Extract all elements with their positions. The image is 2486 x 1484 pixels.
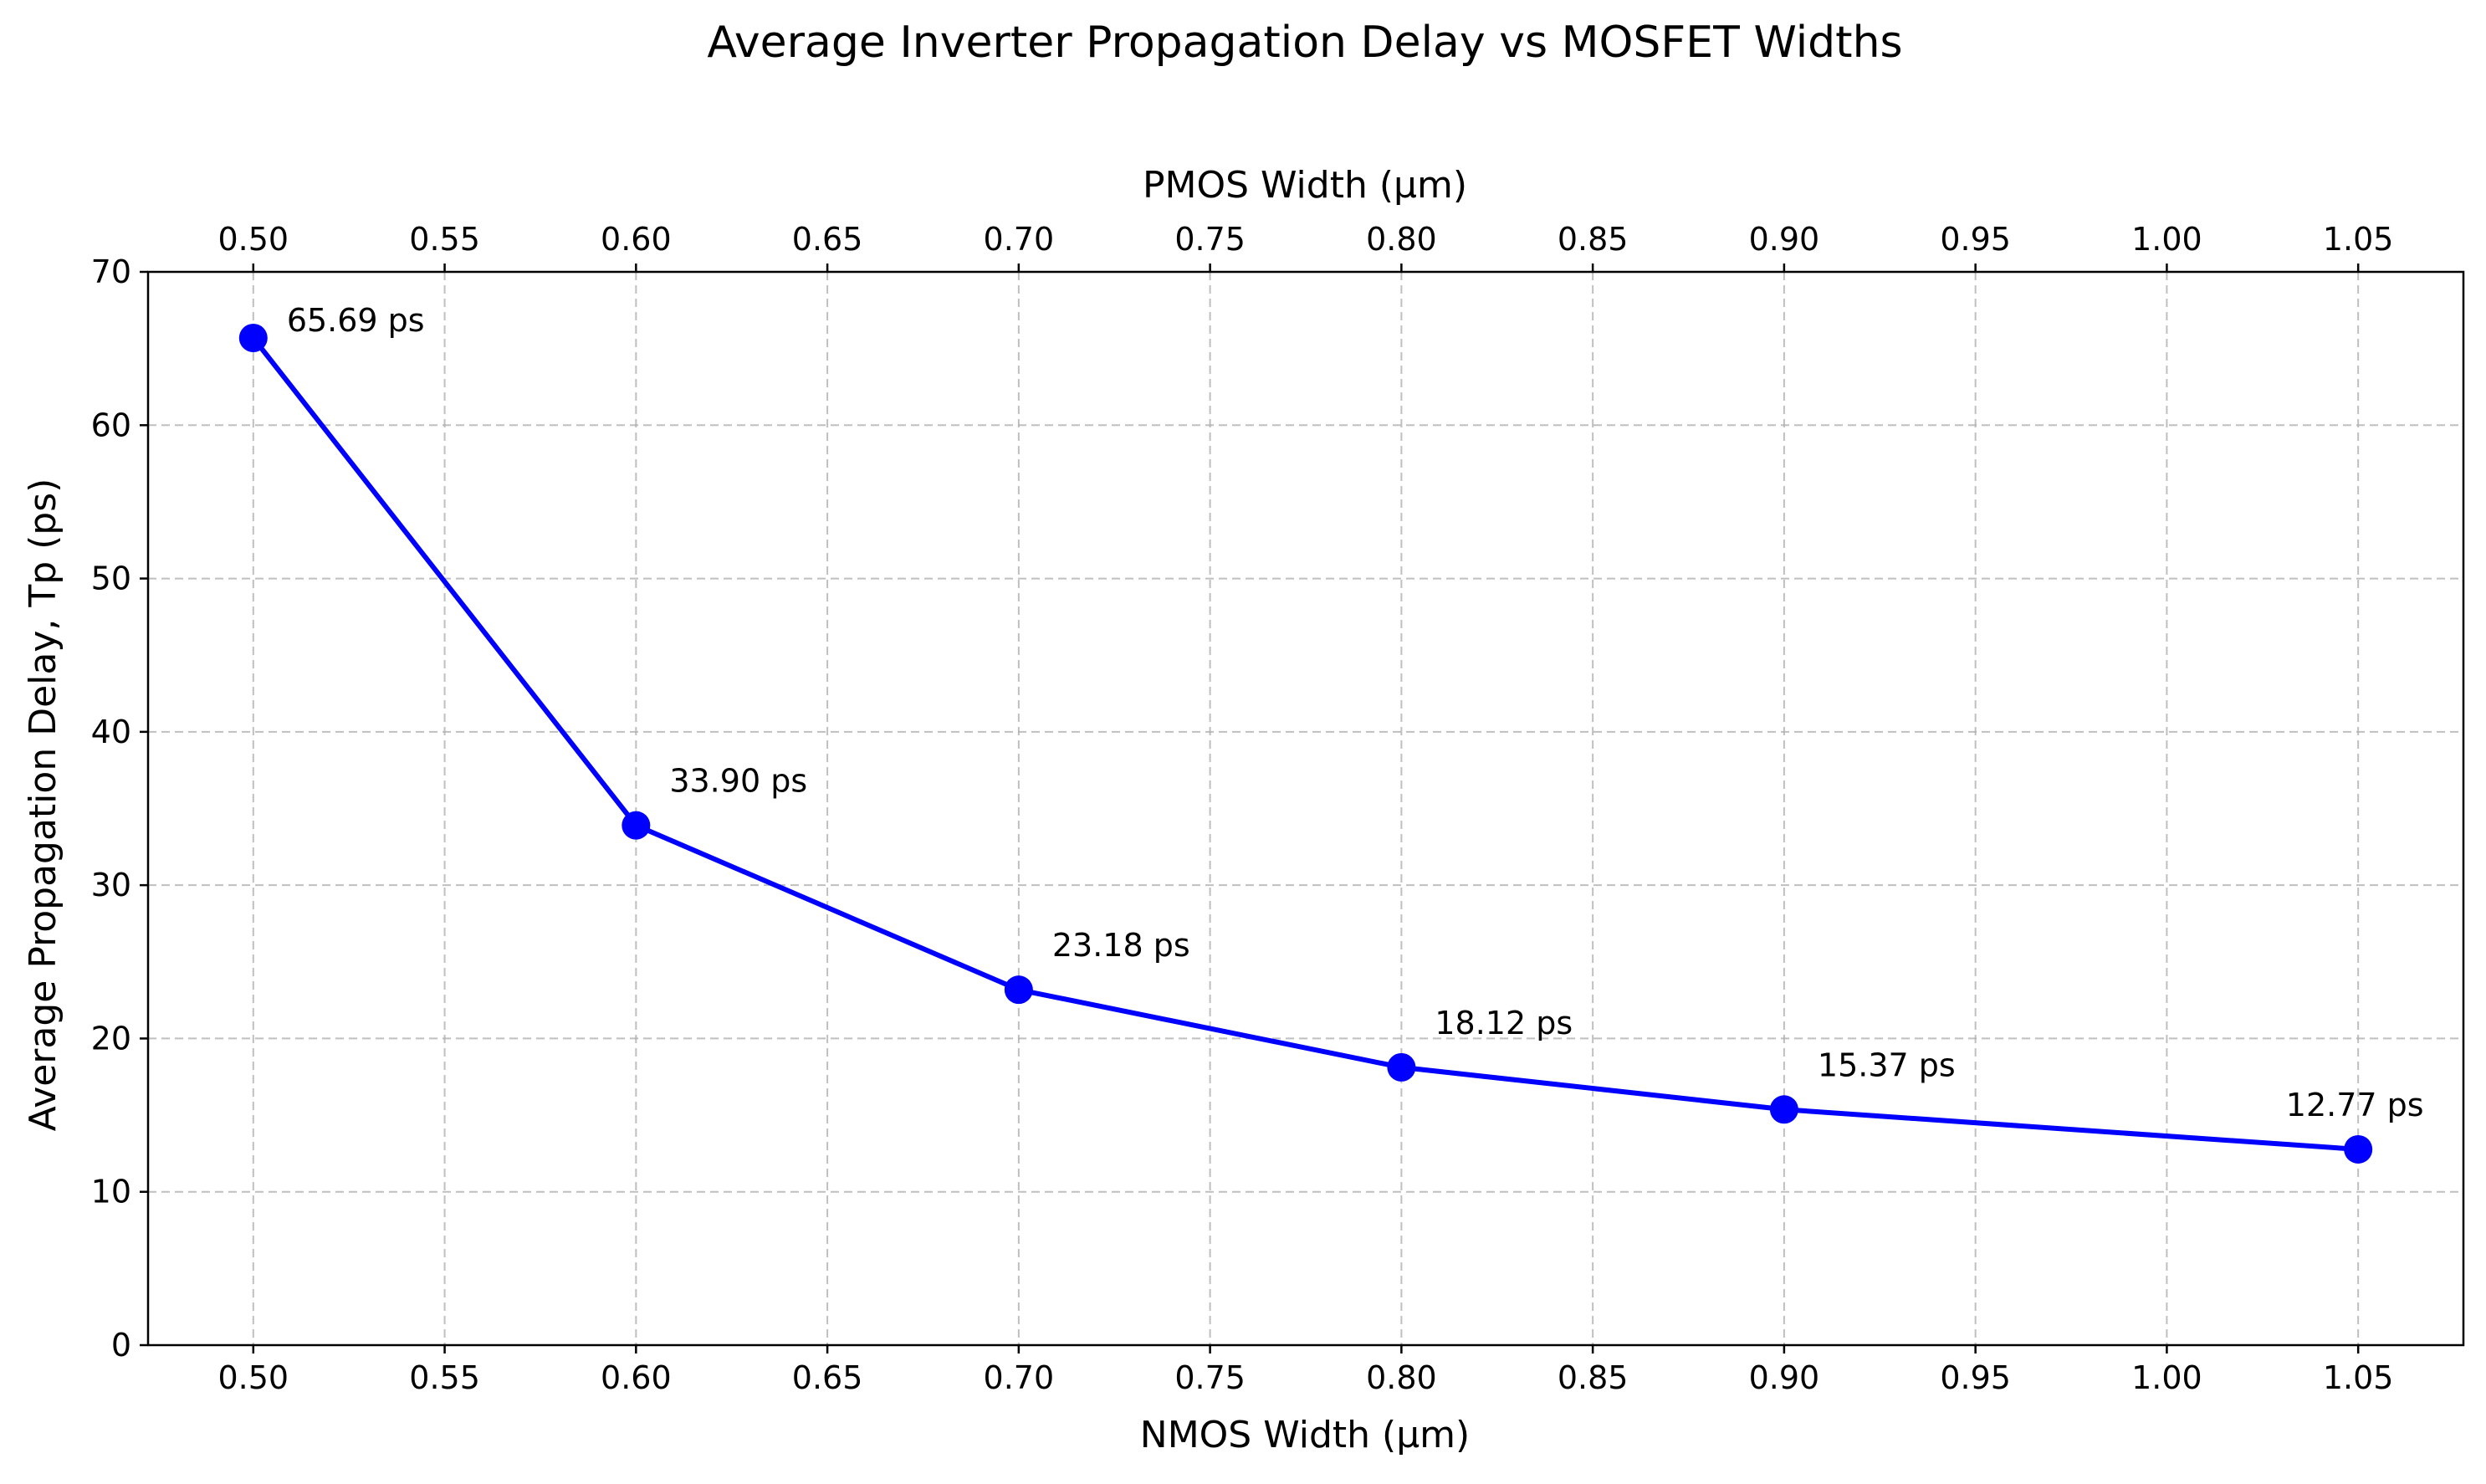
data-point <box>238 323 268 352</box>
x-axis-label: NMOS Width (µm) <box>1140 1414 1470 1456</box>
top-x-tick-label: 0.75 <box>1174 221 1246 258</box>
x-tick-label: 0.55 <box>409 1359 480 1396</box>
x-tick-label: 0.60 <box>601 1359 672 1396</box>
top-x-tick-label: 0.60 <box>601 221 672 258</box>
y-tick-label: 30 <box>91 867 131 903</box>
top-x-tick-label: 0.70 <box>984 221 1055 258</box>
x-tick-label: 0.70 <box>984 1359 1055 1396</box>
x-tick-label: 0.95 <box>1940 1359 2011 1396</box>
x-tick-label: 0.80 <box>1366 1359 1437 1396</box>
y-tick-label: 70 <box>91 253 131 290</box>
data-label: 15.37 ps <box>1818 1046 1956 1083</box>
x-tick-label: 1.05 <box>2323 1359 2394 1396</box>
plot-frame <box>146 270 2465 1347</box>
data-point <box>2344 1134 2373 1164</box>
x-tick-label: 0.75 <box>1174 1359 1246 1396</box>
x-tick-label: 1.00 <box>2131 1359 2202 1396</box>
x-tick-label: 0.50 <box>218 1359 289 1396</box>
top-x-tick-label: 0.55 <box>409 221 480 258</box>
data-point <box>622 811 651 840</box>
data-label: 33.90 ps <box>669 763 807 800</box>
y-tick-label: 20 <box>91 1020 131 1057</box>
y-tick-label: 0 <box>111 1327 131 1364</box>
top-x-tick-label: 0.80 <box>1366 221 1437 258</box>
data-label: 18.12 ps <box>1435 1005 1573 1041</box>
top-x-tick-label: 1.00 <box>2131 221 2202 258</box>
axes-layer: 0.50 0.50 0.55 0.55 0.60 0.60 0.65 0.65 0.70 0.70… <box>91 221 2465 1396</box>
data-point <box>1004 975 1033 1005</box>
top-x-tick-label: 0.90 <box>1749 221 1820 258</box>
data-label: 65.69 ps <box>287 302 425 339</box>
data-point <box>1769 1095 1798 1124</box>
top-x-tick-label: 0.65 <box>792 221 863 258</box>
y-tick-label: 10 <box>91 1174 131 1210</box>
top-x-tick-label: 1.05 <box>2323 221 2394 258</box>
x-tick-label: 0.85 <box>1558 1359 1629 1396</box>
y-tick-label: 50 <box>91 560 131 597</box>
series-layer <box>238 323 2373 1164</box>
y-axis-label: Average Propagation Delay, Tp (ps) <box>22 478 64 1132</box>
data-labels-layer: 65.69 ps 33.90 ps 23.18 ps 18.12 ps 15.37 ps… <box>287 302 2424 1123</box>
top-x-axis-label: PMOS Width (µm) <box>1143 164 1467 207</box>
y-tick-label: 40 <box>91 714 131 750</box>
chart-title: Average Inverter Propagation Delay vs MO… <box>707 18 1902 68</box>
x-tick-label: 0.65 <box>792 1359 863 1396</box>
top-x-tick-label: 0.50 <box>218 221 289 258</box>
top-x-tick-label: 0.85 <box>1558 221 1629 258</box>
top-x-tick-label: 0.95 <box>1940 221 2011 258</box>
data-label: 23.18 ps <box>1052 927 1190 964</box>
data-label: 12.77 ps <box>2286 1087 2424 1123</box>
grid-layer <box>148 272 2463 1345</box>
x-tick-label: 0.90 <box>1749 1359 1820 1396</box>
data-point <box>1387 1052 1416 1082</box>
y-tick-label: 60 <box>91 407 131 443</box>
series-line <box>251 336 2359 1152</box>
